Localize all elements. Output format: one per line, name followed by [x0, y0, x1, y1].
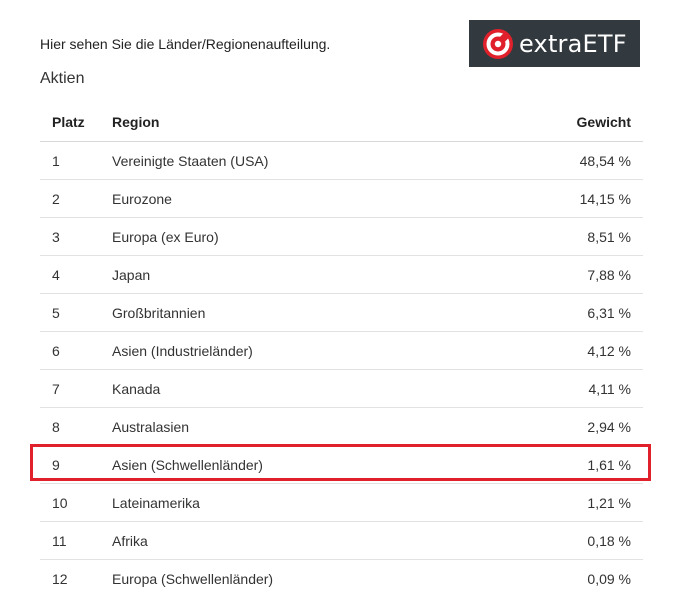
table-row: 4 Japan 7,88 %: [40, 255, 643, 294]
table-row: 5 Großbritannien 6,31 %: [40, 293, 643, 332]
header-rank[interactable]: Platz: [40, 102, 100, 142]
table-row: 3 Europa (ex Euro) 8,51 %: [40, 217, 643, 256]
region-cell: Asien (Schwellenländer): [100, 445, 482, 484]
header-weight[interactable]: Gewicht: [481, 102, 643, 142]
region-cell: Kanada: [100, 369, 482, 408]
table-row: 9 Asien (Schwellenländer) 1,61 %: [40, 445, 643, 484]
table-row: 1 Vereinigte Staaten (USA) 48,54 %: [40, 141, 643, 180]
region-table: Platz Region Gewicht 1 Vereinigte Staaten…: [40, 102, 643, 597]
rank-cell: 7: [40, 369, 100, 408]
weight-cell: 0,18 %: [481, 521, 643, 560]
table-row: 10 Lateinamerika 1,21 %: [40, 483, 643, 522]
table-row: 8 Australasien 2,94 %: [40, 407, 643, 446]
region-cell: Australasien: [100, 407, 482, 446]
region-cell: Japan: [100, 255, 482, 294]
rank-cell: 3: [40, 217, 100, 256]
rank-cell: 2: [40, 179, 100, 218]
rank-cell: 8: [40, 407, 100, 446]
table-header-row: Platz Region Gewicht: [40, 102, 643, 142]
region-cell: Afrika: [100, 521, 482, 560]
weight-cell: 8,51 %: [481, 217, 643, 256]
table-row: 6 Asien (Industrieländer) 4,12 %: [40, 331, 643, 370]
rank-cell: 1: [40, 141, 100, 180]
logo-text: extraETF: [519, 29, 627, 58]
table-row: 11 Afrika 0,18 %: [40, 521, 643, 560]
extraetf-logo[interactable]: extraETF: [469, 20, 640, 67]
section-title: Aktien: [40, 70, 85, 87]
rank-cell: 11: [40, 521, 100, 560]
table-row: 2 Eurozone 14,15 %: [40, 179, 643, 218]
region-cell: Asien (Industrieländer): [100, 331, 482, 370]
weight-cell: 4,11 %: [481, 369, 643, 408]
region-cell: Vereinigte Staaten (USA): [100, 141, 482, 180]
weight-cell: 7,88 %: [481, 255, 643, 294]
weight-cell: 6,31 %: [481, 293, 643, 332]
weight-cell: 1,61 %: [481, 445, 643, 484]
rank-cell: 9: [40, 445, 100, 484]
rank-cell: 6: [40, 331, 100, 370]
rank-cell: 5: [40, 293, 100, 332]
region-cell: Eurozone: [100, 179, 482, 218]
region-cell: Europa (ex Euro): [100, 217, 482, 256]
table-row: 7 Kanada 4,11 %: [40, 369, 643, 408]
weight-cell: 2,94 %: [481, 407, 643, 446]
extraetf-logo-icon: [483, 28, 513, 59]
region-cell: Europa (Schwellenländer): [112, 570, 274, 587]
rank-cell: 4: [40, 255, 100, 294]
weight-cell: 0,09 %: [587, 570, 631, 587]
rank-cell: 12: [52, 570, 68, 587]
table-row: 12 Europa (Schwellenländer) 0,09 %: [40, 560, 643, 598]
header-region[interactable]: Region: [100, 102, 482, 142]
region-cell: Großbritannien: [100, 293, 482, 332]
rank-cell: 10: [40, 483, 100, 522]
weight-cell: 14,15 %: [481, 179, 643, 218]
region-cell: Lateinamerika: [100, 483, 482, 522]
intro-text: Hier sehen Sie die Länder/Regionenauftei…: [40, 36, 331, 52]
weight-cell: 1,21 %: [481, 483, 643, 522]
weight-cell: 4,12 %: [481, 331, 643, 370]
weight-cell: 48,54 %: [481, 141, 643, 180]
